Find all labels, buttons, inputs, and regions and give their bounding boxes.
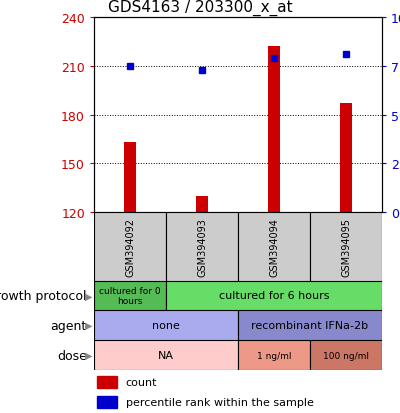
- Text: 1 ng/ml: 1 ng/ml: [257, 351, 291, 360]
- Bar: [238, 213, 310, 281]
- Text: GSM394092: GSM394092: [125, 217, 135, 276]
- Text: growth protocol: growth protocol: [0, 289, 87, 302]
- Text: NA: NA: [158, 350, 174, 360]
- Text: recombinant IFNa-2b: recombinant IFNa-2b: [252, 320, 368, 330]
- Text: dose: dose: [57, 349, 87, 362]
- Bar: [124, 143, 136, 213]
- Text: ▶: ▶: [85, 320, 93, 330]
- Text: cultured for 0
hours: cultured for 0 hours: [99, 286, 161, 305]
- Text: agent: agent: [50, 319, 87, 332]
- Bar: [94, 340, 238, 370]
- Bar: [238, 311, 382, 340]
- Text: none: none: [152, 320, 180, 330]
- Bar: [238, 340, 310, 370]
- Bar: [340, 104, 352, 213]
- Text: ▶: ▶: [85, 350, 93, 360]
- Text: percentile rank within the sample: percentile rank within the sample: [126, 397, 314, 407]
- Bar: [97, 376, 117, 388]
- Bar: [310, 340, 382, 370]
- Bar: [94, 311, 238, 340]
- Text: cultured for 6 hours: cultured for 6 hours: [219, 291, 329, 301]
- Text: GSM394093: GSM394093: [197, 217, 207, 276]
- Bar: [97, 396, 117, 408]
- Text: count: count: [126, 377, 157, 387]
- Bar: [166, 281, 382, 311]
- Text: 100 ng/ml: 100 ng/ml: [323, 351, 369, 360]
- Text: GSM394095: GSM394095: [341, 217, 351, 276]
- Bar: [94, 281, 166, 311]
- Bar: [196, 197, 208, 213]
- Text: GDS4163 / 203300_x_at: GDS4163 / 203300_x_at: [108, 0, 292, 16]
- Bar: [166, 213, 238, 281]
- Text: GSM394094: GSM394094: [269, 217, 279, 276]
- Bar: [94, 213, 166, 281]
- Bar: [310, 213, 382, 281]
- Bar: [268, 47, 280, 213]
- Text: ▶: ▶: [85, 291, 93, 301]
